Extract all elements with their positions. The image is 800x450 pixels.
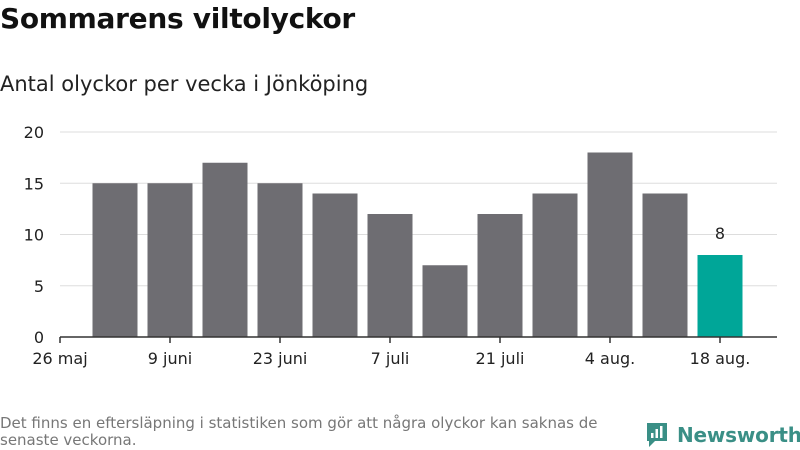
- bar: [92, 183, 138, 337]
- bar: [312, 193, 358, 337]
- x-tick-label: 7 juli: [371, 349, 410, 368]
- y-tick-labels: 0 5 10 15 20: [24, 123, 44, 347]
- x-tick-label: 26 maj: [32, 349, 87, 368]
- bar: [697, 255, 743, 337]
- bar: [642, 193, 688, 337]
- data-label: 8: [715, 224, 725, 243]
- y-tick-label: 20: [24, 123, 44, 142]
- bar-chart: 0 5 10 15 20 8 26 maj 9 juni 23 juni 7 juli 21 j…: [24, 123, 777, 368]
- brand-logo: Newsworthy: [645, 420, 800, 450]
- footnote: Det finns en eftersläpning i statistiken…: [0, 414, 598, 449]
- bar: [477, 214, 523, 337]
- bar: [202, 162, 248, 337]
- bar: [147, 183, 193, 337]
- x-tick-label: 21 juli: [476, 349, 525, 368]
- y-tick-label: 15: [24, 174, 44, 193]
- bar: [532, 193, 578, 337]
- brand-name: Newsworthy: [677, 423, 800, 447]
- x-axis: 26 maj 9 juni 23 juni 7 juli 21 juli 4 aug. 18…: [32, 336, 777, 368]
- chart-title: Sommarens viltolyckor: [0, 2, 355, 35]
- bar: [587, 152, 633, 337]
- y-tick-label: 0: [34, 328, 44, 347]
- x-tick-label: 18 aug.: [690, 349, 751, 368]
- bar: [367, 214, 413, 337]
- y-tick-label: 10: [24, 226, 44, 245]
- x-tick-label: 23 juni: [253, 349, 308, 368]
- y-tick-label: 5: [34, 277, 44, 296]
- chart-subtitle: Antal olyckor per vecka i Jönköping: [0, 72, 369, 96]
- newsworthy-logo-icon: [647, 423, 667, 447]
- data-labels: 8: [715, 224, 725, 243]
- bar: [257, 183, 303, 337]
- bars: [92, 152, 743, 337]
- bar: [422, 265, 468, 337]
- x-tick-label: 9 juni: [148, 349, 192, 368]
- x-tick-label: 4 aug.: [585, 349, 635, 368]
